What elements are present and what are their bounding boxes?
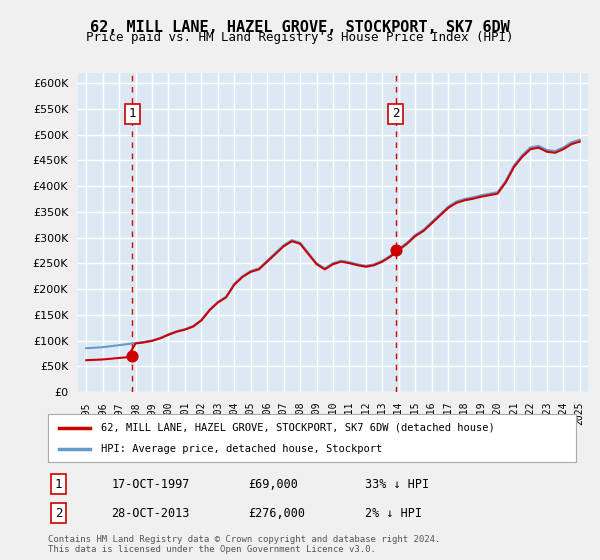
Text: 2: 2: [55, 507, 62, 520]
Text: 1: 1: [55, 478, 62, 491]
Text: Price paid vs. HM Land Registry's House Price Index (HPI): Price paid vs. HM Land Registry's House …: [86, 31, 514, 44]
Point: [127, 352, 137, 361]
Text: Contains HM Land Registry data © Crown copyright and database right 2024.
This d: Contains HM Land Registry data © Crown c…: [48, 535, 440, 554]
Point: [391, 245, 400, 254]
Text: 33% ↓ HPI: 33% ↓ HPI: [365, 478, 429, 491]
Text: 62, MILL LANE, HAZEL GROVE, STOCKPORT, SK7 6DW: 62, MILL LANE, HAZEL GROVE, STOCKPORT, S…: [90, 20, 510, 35]
Text: 62, MILL LANE, HAZEL GROVE, STOCKPORT, SK7 6DW (detached house): 62, MILL LANE, HAZEL GROVE, STOCKPORT, S…: [101, 423, 494, 433]
Text: £276,000: £276,000: [248, 507, 305, 520]
Text: 2% ↓ HPI: 2% ↓ HPI: [365, 507, 422, 520]
Text: £69,000: £69,000: [248, 478, 299, 491]
Text: 2: 2: [392, 108, 399, 120]
Text: 1: 1: [128, 108, 136, 120]
Text: 17-OCT-1997: 17-OCT-1997: [112, 478, 190, 491]
Text: HPI: Average price, detached house, Stockport: HPI: Average price, detached house, Stoc…: [101, 444, 382, 454]
Text: 28-OCT-2013: 28-OCT-2013: [112, 507, 190, 520]
